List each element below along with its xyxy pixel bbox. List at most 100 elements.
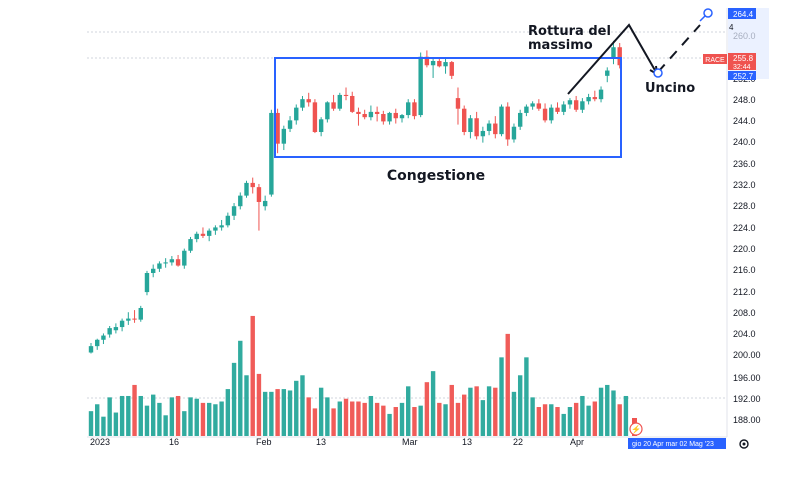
symbol-tag: RACE	[705, 57, 725, 64]
last-price-bg	[728, 53, 756, 70]
price-tick: 196.00	[733, 373, 761, 383]
volume-bar	[157, 402, 162, 436]
candle-body	[455, 98, 461, 109]
candle-body	[175, 259, 181, 266]
projection-marker	[703, 8, 713, 18]
candle-body	[269, 112, 274, 195]
volume-bar	[194, 398, 199, 436]
candle-body	[462, 108, 467, 133]
volume-bar	[138, 395, 143, 436]
candle-body	[169, 259, 175, 263]
candle-body	[287, 120, 293, 129]
volume-bar	[126, 395, 131, 436]
time-tick: 16	[169, 437, 179, 447]
candle-body	[580, 101, 585, 110]
volume-bar	[219, 401, 224, 436]
candle-body	[356, 111, 361, 114]
volume-bar	[430, 371, 436, 436]
volume-bar	[294, 380, 299, 436]
volume-bar	[325, 397, 330, 436]
volume-bar	[132, 384, 137, 436]
volume-bar	[113, 412, 119, 436]
volume-bar	[623, 395, 629, 436]
volume-bar	[511, 391, 517, 436]
volume-bar	[88, 411, 94, 436]
candle-body	[244, 182, 249, 196]
breakout-label-line2: massimo	[528, 38, 593, 53]
candle-body	[300, 99, 305, 108]
candle-body	[468, 118, 473, 133]
candle-body	[219, 225, 224, 228]
candle-body	[250, 182, 255, 188]
candles	[88, 40, 622, 354]
breakout-label-line1: Rottura del	[528, 24, 611, 39]
volume-bar	[561, 413, 566, 436]
volume-bar	[517, 375, 523, 436]
grid	[87, 8, 728, 438]
projection-marker-handle	[699, 15, 706, 22]
candle-body	[399, 115, 405, 119]
candle-body	[107, 328, 112, 335]
volume-bar	[206, 402, 212, 436]
volume-bar	[468, 387, 473, 436]
candle-body	[188, 239, 193, 251]
volume-bar	[169, 397, 175, 436]
candle-body	[493, 123, 498, 135]
volume-bar	[455, 402, 461, 436]
volume-bar	[443, 404, 448, 436]
time-tick: Feb	[256, 437, 272, 447]
candle-body	[605, 70, 610, 76]
volume-bar	[225, 389, 231, 436]
volume-bar	[387, 413, 392, 436]
candle-body	[225, 215, 231, 226]
volume-bar	[611, 390, 616, 436]
volume-bar	[381, 405, 386, 436]
candle-body	[381, 114, 386, 122]
candle-body	[536, 103, 542, 109]
volume-bar	[95, 404, 100, 436]
candle-body	[119, 320, 125, 328]
time-tick: 22	[513, 437, 523, 447]
candle-body	[306, 99, 311, 103]
volume-bar	[598, 387, 604, 436]
candle-body	[213, 227, 218, 231]
candle-body	[88, 346, 94, 353]
candle-body	[449, 62, 454, 76]
candle-body	[418, 56, 423, 116]
volume-bar	[213, 404, 218, 436]
volume-bar	[182, 411, 187, 436]
volume-bar	[592, 401, 598, 436]
volume-bar	[418, 405, 423, 436]
volume-bar	[374, 402, 380, 436]
candle-body	[206, 230, 212, 236]
candle-body	[474, 118, 479, 137]
congestion-box	[274, 57, 622, 158]
hook-marker	[653, 68, 663, 78]
candle-body	[194, 233, 199, 240]
symbol-tag-bg	[703, 54, 727, 64]
price-tick: 192.00	[733, 394, 761, 404]
volume-bar	[144, 405, 150, 436]
candle-body	[256, 187, 262, 202]
price-tick: 244.0	[733, 116, 756, 126]
candle-body	[275, 112, 280, 144]
candle-body	[163, 262, 168, 264]
candle-body	[95, 339, 100, 347]
volume-bar	[362, 402, 367, 436]
price-tick: 200.00	[733, 350, 761, 360]
price-label-top: 264.4	[733, 10, 754, 19]
price-label-partial: 4	[729, 23, 734, 32]
candle-body	[505, 106, 510, 140]
breakout-line	[567, 23, 657, 95]
price-label-bottom: 252.7	[733, 72, 754, 81]
volume-bar	[331, 408, 336, 436]
candle-body	[374, 111, 380, 114]
volume-bar	[412, 407, 417, 436]
volume-bar	[424, 382, 430, 436]
volume-bar	[188, 397, 193, 436]
volume-bar	[617, 404, 622, 436]
lightning-icon-glyph: ⚡	[631, 424, 641, 434]
